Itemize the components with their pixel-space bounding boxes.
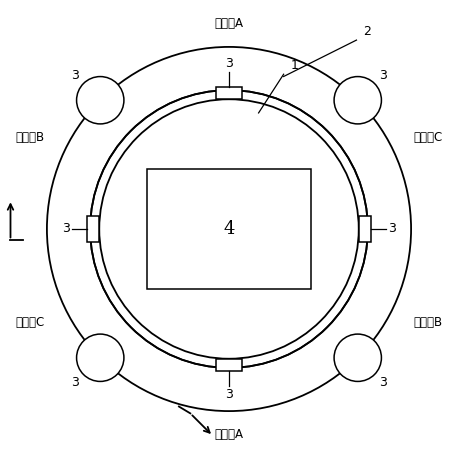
Text: 4: 4 bbox=[224, 220, 234, 238]
Text: 3: 3 bbox=[71, 69, 79, 82]
Text: 3: 3 bbox=[71, 376, 79, 389]
Circle shape bbox=[334, 334, 382, 382]
Text: 3: 3 bbox=[225, 388, 233, 401]
Text: 3: 3 bbox=[379, 376, 387, 389]
Circle shape bbox=[76, 76, 124, 124]
Bar bbox=[217, 359, 241, 371]
Text: 磁极对B: 磁极对B bbox=[15, 131, 44, 144]
Text: 磁极对C: 磁极对C bbox=[414, 131, 443, 144]
Text: 磁极对B: 磁极对B bbox=[414, 316, 443, 329]
Text: 1: 1 bbox=[290, 59, 298, 72]
Text: 3: 3 bbox=[388, 223, 396, 235]
Text: 3: 3 bbox=[379, 69, 387, 82]
Text: 3: 3 bbox=[62, 223, 70, 235]
Bar bbox=[217, 87, 241, 99]
Text: 3: 3 bbox=[225, 57, 233, 70]
Text: 2: 2 bbox=[363, 25, 371, 38]
Bar bbox=[147, 169, 311, 289]
Circle shape bbox=[47, 47, 411, 411]
Text: 磁极对A: 磁极对A bbox=[214, 17, 244, 30]
Bar bbox=[359, 217, 371, 241]
Circle shape bbox=[76, 334, 124, 382]
Text: 磁极对A: 磁极对A bbox=[214, 428, 244, 441]
Bar bbox=[87, 217, 99, 241]
Circle shape bbox=[334, 76, 382, 124]
Text: 磁极对C: 磁极对C bbox=[15, 316, 44, 329]
Circle shape bbox=[90, 90, 368, 368]
